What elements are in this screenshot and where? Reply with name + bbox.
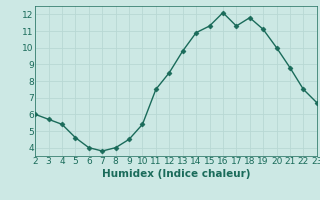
- X-axis label: Humidex (Indice chaleur): Humidex (Indice chaleur): [102, 169, 250, 179]
